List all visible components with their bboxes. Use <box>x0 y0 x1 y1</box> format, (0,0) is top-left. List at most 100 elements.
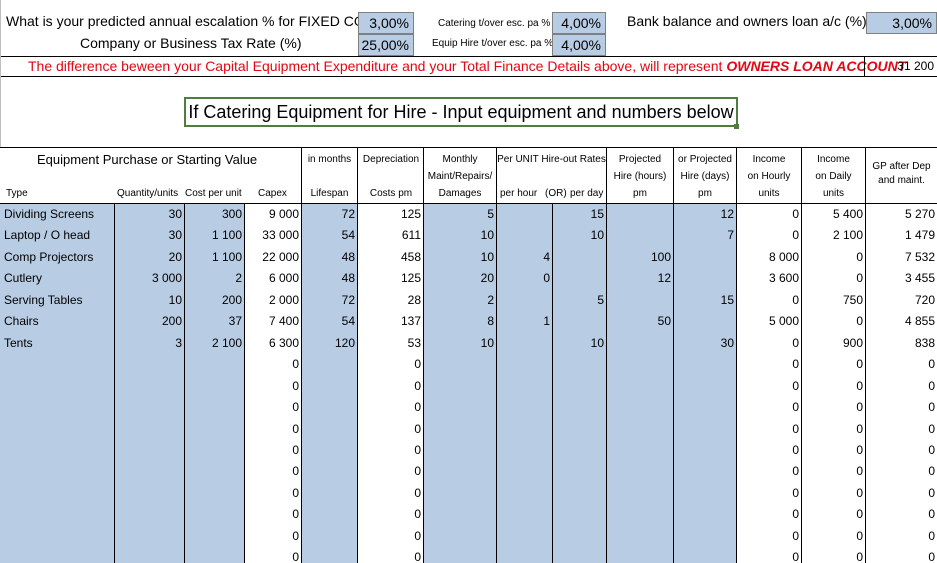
cell-maint[interactable]: 10 <box>480 249 494 264</box>
cell-maint[interactable] <box>424 354 494 375</box>
cell-day[interactable] <box>553 376 604 397</box>
cell-cost[interactable]: 1 100 <box>211 228 242 243</box>
cell-life[interactable] <box>302 526 355 547</box>
cell-cost[interactable] <box>185 440 242 461</box>
cell-hour[interactable] <box>497 204 550 225</box>
cell-day[interactable]: 5 <box>597 292 604 307</box>
cell-ph[interactable] <box>607 225 671 246</box>
cell-pd[interactable] <box>674 547 734 563</box>
cell-qty[interactable] <box>115 483 182 504</box>
cell-life[interactable]: 54 <box>341 314 355 329</box>
cell-hour[interactable] <box>497 397 550 418</box>
cell-life[interactable] <box>302 354 355 375</box>
cell-qty[interactable]: 10 <box>168 292 182 307</box>
cell-type[interactable] <box>4 461 112 482</box>
cell-life[interactable] <box>302 504 355 525</box>
cell-life[interactable]: 72 <box>341 292 355 307</box>
cell-cost[interactable]: 37 <box>228 314 242 329</box>
cell-hour[interactable] <box>497 354 550 375</box>
cell-type[interactable] <box>4 440 112 461</box>
cell-ph[interactable]: 100 <box>650 249 671 264</box>
cell-maint[interactable]: 2 <box>487 292 494 307</box>
cell-qty[interactable]: 30 <box>168 207 182 221</box>
cell-hour[interactable]: 0 <box>543 271 550 286</box>
cell-qty[interactable] <box>115 440 182 461</box>
cell-day[interactable]: 15 <box>590 207 604 221</box>
cell-type[interactable] <box>4 376 112 397</box>
cell-pd[interactable] <box>674 483 734 504</box>
cell-qty[interactable] <box>115 354 182 375</box>
cell-qty[interactable]: 20 <box>168 249 182 264</box>
cell-maint[interactable]: 10 <box>480 335 494 350</box>
cell-maint[interactable] <box>424 419 494 440</box>
cell-qty[interactable] <box>115 526 182 547</box>
cell-type[interactable] <box>4 419 112 440</box>
cell-type[interactable] <box>4 526 112 547</box>
tax-rate-input[interactable]: 25,00% <box>358 34 414 56</box>
cell-ph[interactable] <box>607 504 671 525</box>
cell-life[interactable]: 48 <box>341 249 355 264</box>
cell-day[interactable] <box>553 354 604 375</box>
cell-cost[interactable]: 2 <box>235 271 242 286</box>
cell-cost[interactable] <box>185 483 242 504</box>
cell-type[interactable] <box>4 483 112 504</box>
catering-input[interactable]: 4,00% <box>552 12 606 34</box>
cell-pd[interactable]: 30 <box>720 335 734 350</box>
cell-type[interactable]: Dividing Screens <box>4 207 95 221</box>
cell-maint[interactable]: 10 <box>480 228 494 243</box>
cell-ph[interactable] <box>607 333 671 354</box>
cell-type[interactable] <box>4 504 112 525</box>
cell-day[interactable] <box>553 311 604 332</box>
cell-maint[interactable] <box>424 483 494 504</box>
cell-cost[interactable] <box>185 354 242 375</box>
cell-hour[interactable]: 1 <box>543 314 550 329</box>
cell-life[interactable] <box>302 419 355 440</box>
cell-hour[interactable] <box>497 376 550 397</box>
cell-qty[interactable]: 3 <box>175 335 182 350</box>
cell-ph[interactable] <box>607 354 671 375</box>
cell-hour[interactable] <box>497 290 550 311</box>
cell-maint[interactable] <box>424 440 494 461</box>
cell-ph[interactable] <box>607 419 671 440</box>
fixed-costs-input[interactable]: 3,00% <box>358 12 414 34</box>
cell-hour[interactable] <box>497 504 550 525</box>
cell-maint[interactable] <box>424 376 494 397</box>
cell-pd[interactable]: 7 <box>727 228 734 243</box>
cell-cost[interactable]: 300 <box>221 207 242 221</box>
cell-type[interactable]: Serving Tables <box>4 292 83 307</box>
cell-cost[interactable] <box>185 547 242 563</box>
cell-type[interactable] <box>4 354 112 375</box>
cell-day[interactable]: 10 <box>590 335 604 350</box>
cell-hour[interactable] <box>497 461 550 482</box>
cell-ph[interactable] <box>607 440 671 461</box>
cell-pd[interactable] <box>674 440 734 461</box>
cell-maint[interactable]: 8 <box>487 314 494 329</box>
cell-hour[interactable] <box>497 333 550 354</box>
cell-hour[interactable] <box>497 547 550 563</box>
cell-cost[interactable] <box>185 419 242 440</box>
cell-ph[interactable]: 50 <box>657 314 671 329</box>
cell-life[interactable]: 120 <box>334 335 355 350</box>
cell-type[interactable]: Cutlery <box>4 271 43 286</box>
cell-pd[interactable]: 15 <box>720 292 734 307</box>
cell-ph[interactable] <box>607 204 671 225</box>
cell-day[interactable] <box>553 440 604 461</box>
cell-qty[interactable] <box>115 547 182 563</box>
cell-day[interactable] <box>553 547 604 563</box>
cell-day[interactable] <box>553 483 604 504</box>
cell-maint[interactable] <box>424 547 494 563</box>
cell-hour[interactable] <box>497 483 550 504</box>
cell-maint[interactable] <box>424 461 494 482</box>
cell-maint[interactable] <box>424 504 494 525</box>
cell-qty[interactable]: 30 <box>168 228 182 243</box>
cell-qty[interactable]: 3 000 <box>151 271 182 286</box>
cell-type[interactable] <box>4 547 112 563</box>
cell-day[interactable] <box>553 268 604 289</box>
cell-qty[interactable] <box>115 376 182 397</box>
cell-qty[interactable] <box>115 461 182 482</box>
cell-day[interactable] <box>553 461 604 482</box>
cell-ph[interactable] <box>607 376 671 397</box>
cell-maint[interactable] <box>424 526 494 547</box>
cell-pd[interactable] <box>674 526 734 547</box>
cell-cost[interactable] <box>185 461 242 482</box>
